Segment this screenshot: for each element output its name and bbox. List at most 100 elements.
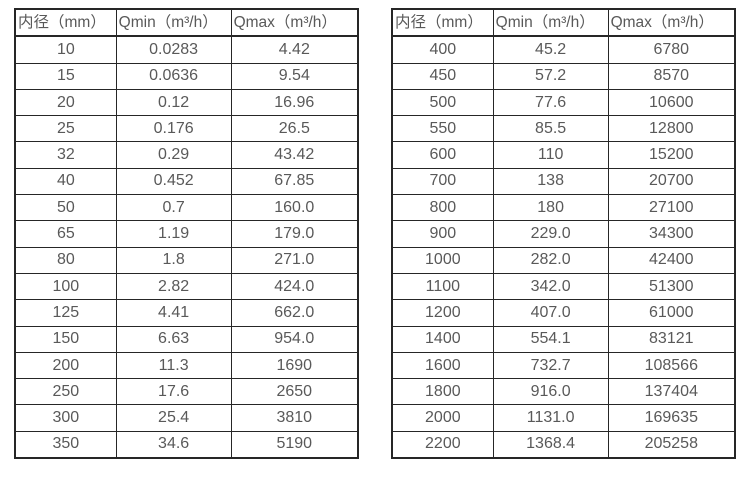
table-row: 2200 1368.4 205258 bbox=[391, 430, 736, 459]
cell-qmax: 51300 bbox=[607, 272, 736, 301]
cell-qmax: 2650 bbox=[230, 378, 359, 406]
cell-diameter: 32 bbox=[14, 141, 117, 169]
table-row: 400 45.2 6780 bbox=[391, 35, 736, 64]
cell-diameter: 125 bbox=[14, 299, 117, 327]
cell-qmax: 4.42 bbox=[230, 35, 359, 64]
cell-qmax: 424.0 bbox=[230, 272, 359, 301]
cell-qmin: 282.0 bbox=[492, 246, 609, 274]
cell-qmax: 179.0 bbox=[230, 220, 359, 248]
header-row: 内径（mm） Qmin（m³/h） Qmax（m³/h） bbox=[391, 8, 736, 38]
cell-qmax: 27100 bbox=[607, 194, 736, 222]
cell-qmin: 180 bbox=[492, 194, 609, 222]
cell-diameter: 450 bbox=[391, 62, 494, 90]
cell-qmin: 1368.4 bbox=[492, 430, 609, 459]
table-row: 600 110 15200 bbox=[391, 141, 736, 169]
cell-diameter: 500 bbox=[391, 88, 494, 117]
table-row: 10 0.0283 4.42 bbox=[14, 35, 359, 64]
cell-diameter: 350 bbox=[14, 430, 117, 459]
cell-qmax: 5190 bbox=[230, 430, 359, 459]
cell-qmax: 16.96 bbox=[230, 88, 359, 117]
cell-diameter: 40 bbox=[14, 167, 117, 196]
cell-qmin: 138 bbox=[492, 167, 609, 196]
table-row: 15 0.0636 9.54 bbox=[14, 62, 359, 90]
table-row: 125 4.41 662.0 bbox=[14, 299, 359, 327]
cell-qmax: 67.85 bbox=[230, 167, 359, 196]
cell-qmin: 732.7 bbox=[492, 351, 609, 380]
cell-qmin: 34.6 bbox=[115, 430, 232, 459]
cell-diameter: 50 bbox=[14, 194, 117, 222]
cell-qmin: 57.2 bbox=[492, 62, 609, 90]
cell-qmin: 0.0636 bbox=[115, 62, 232, 90]
cell-qmax: 9.54 bbox=[230, 62, 359, 90]
table-row: 900 229.0 34300 bbox=[391, 220, 736, 248]
cell-qmin: 2.82 bbox=[115, 272, 232, 301]
cell-qmin: 916.0 bbox=[492, 378, 609, 406]
table-row: 200 11.3 1690 bbox=[14, 351, 359, 380]
cell-diameter: 2000 bbox=[391, 404, 494, 432]
table-row: 32 0.29 43.42 bbox=[14, 141, 359, 169]
cell-qmin: 342.0 bbox=[492, 272, 609, 301]
cell-qmin: 0.7 bbox=[115, 194, 232, 222]
cell-qmin: 4.41 bbox=[115, 299, 232, 327]
cell-qmin: 85.5 bbox=[492, 115, 609, 143]
cell-qmax: 205258 bbox=[607, 430, 736, 459]
cell-diameter: 900 bbox=[391, 220, 494, 248]
cell-diameter: 150 bbox=[14, 325, 117, 353]
cell-diameter: 1000 bbox=[391, 246, 494, 274]
cell-diameter: 65 bbox=[14, 220, 117, 248]
cell-qmax: 1690 bbox=[230, 351, 359, 380]
cell-diameter: 1400 bbox=[391, 325, 494, 353]
table-row: 100 2.82 424.0 bbox=[14, 272, 359, 301]
cell-diameter: 700 bbox=[391, 167, 494, 196]
cell-qmin: 0.452 bbox=[115, 167, 232, 196]
cell-qmin: 407.0 bbox=[492, 299, 609, 327]
cell-diameter: 1100 bbox=[391, 272, 494, 301]
column-header-qmax: Qmax（m³/h） bbox=[230, 8, 359, 38]
table-row: 65 1.19 179.0 bbox=[14, 220, 359, 248]
cell-qmin: 77.6 bbox=[492, 88, 609, 117]
cell-qmax: 169635 bbox=[607, 404, 736, 432]
cell-diameter: 600 bbox=[391, 141, 494, 169]
flow-spec-table-small-diameters: 内径（mm） Qmin（m³/h） Qmax（m³/h） 10 0.0283 4.42 15… bbox=[14, 8, 359, 460]
cell-diameter: 550 bbox=[391, 115, 494, 143]
cell-qmax: 34300 bbox=[607, 220, 736, 248]
cell-qmax: 83121 bbox=[607, 325, 736, 353]
cell-qmax: 8570 bbox=[607, 62, 736, 90]
header-row: 内径（mm） Qmin（m³/h） Qmax（m³/h） bbox=[14, 8, 359, 38]
table-row: 150 6.63 954.0 bbox=[14, 325, 359, 353]
table-row: 1800 916.0 137404 bbox=[391, 378, 736, 406]
cell-qmax: 271.0 bbox=[230, 246, 359, 274]
table-row: 800 180 27100 bbox=[391, 194, 736, 222]
cell-qmax: 15200 bbox=[607, 141, 736, 169]
table-row: 50 0.7 160.0 bbox=[14, 194, 359, 222]
cell-diameter: 1600 bbox=[391, 351, 494, 380]
table-row: 550 85.5 12800 bbox=[391, 115, 736, 143]
table-row: 250 17.6 2650 bbox=[14, 378, 359, 406]
cell-diameter: 2200 bbox=[391, 430, 494, 459]
table-row: 500 77.6 10600 bbox=[391, 88, 736, 117]
table-row: 2000 1131.0 169635 bbox=[391, 404, 736, 432]
cell-qmax: 954.0 bbox=[230, 325, 359, 353]
column-header-qmax: Qmax（m³/h） bbox=[607, 8, 736, 38]
cell-qmin: 0.176 bbox=[115, 115, 232, 143]
cell-diameter: 1800 bbox=[391, 378, 494, 406]
table-row: 350 34.6 5190 bbox=[14, 430, 359, 459]
cell-qmin: 0.0283 bbox=[115, 35, 232, 64]
column-header-qmin: Qmin（m³/h） bbox=[492, 8, 609, 38]
cell-qmax: 61000 bbox=[607, 299, 736, 327]
cell-diameter: 10 bbox=[14, 35, 117, 64]
table-row: 1100 342.0 51300 bbox=[391, 272, 736, 301]
cell-qmax: 26.5 bbox=[230, 115, 359, 143]
cell-qmin: 11.3 bbox=[115, 351, 232, 380]
table-row: 40 0.452 67.85 bbox=[14, 167, 359, 196]
cell-qmin: 0.29 bbox=[115, 141, 232, 169]
cell-qmax: 137404 bbox=[607, 378, 736, 406]
table-row: 1000 282.0 42400 bbox=[391, 246, 736, 274]
cell-qmin: 554.1 bbox=[492, 325, 609, 353]
table-row: 1400 554.1 83121 bbox=[391, 325, 736, 353]
table-row: 1200 407.0 61000 bbox=[391, 299, 736, 327]
column-header-diameter: 内径（mm） bbox=[14, 8, 117, 38]
cell-diameter: 25 bbox=[14, 115, 117, 143]
cell-qmax: 43.42 bbox=[230, 141, 359, 169]
table-row: 80 1.8 271.0 bbox=[14, 246, 359, 274]
